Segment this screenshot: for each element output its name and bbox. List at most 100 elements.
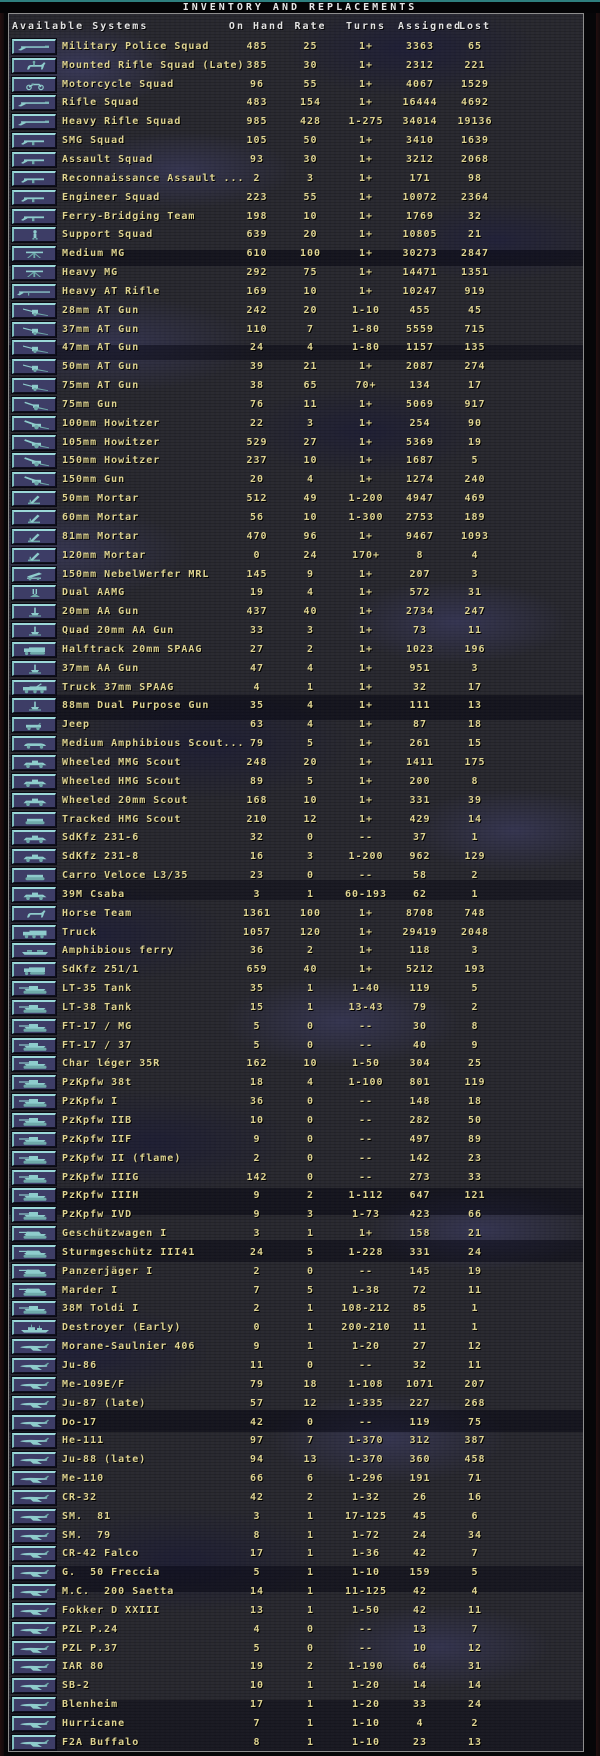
unit-icon-button[interactable]: [12, 1169, 56, 1185]
table-row[interactable]: SdKfz 231-6 32 0 -- 37 1: [9, 828, 583, 847]
unit-icon-button[interactable]: [12, 1226, 56, 1242]
table-row[interactable]: Destroyer (Early) 0 1 200-210 11 1: [9, 1318, 583, 1337]
table-row[interactable]: 50mm AT Gun 39 21 1+ 2087 274: [9, 357, 583, 376]
unit-icon-button[interactable]: [12, 38, 56, 54]
table-row[interactable]: G. 50 Freccia 5 1 1-10 159 5: [9, 1563, 583, 1582]
table-row[interactable]: Medium Amphibious Scout... 79 5 1+ 261 15: [9, 734, 583, 753]
unit-icon-button[interactable]: [12, 189, 56, 205]
unit-icon-button[interactable]: [12, 1113, 56, 1129]
unit-icon-button[interactable]: [12, 773, 56, 789]
unit-icon-button[interactable]: [12, 679, 56, 695]
table-row[interactable]: 75mm AT Gun 38 65 70+ 134 17: [9, 376, 583, 395]
unit-icon-button[interactable]: [12, 114, 56, 130]
unit-icon-button[interactable]: [12, 1433, 56, 1449]
table-row[interactable]: Fokker D XXIII 13 1 1-50 42 11: [9, 1601, 583, 1620]
table-row[interactable]: Rifle Squad 483 154 1+ 16444 4692: [9, 94, 583, 113]
table-row[interactable]: Heavy Rifle Squad 985 428 1-275 34014 19136: [9, 112, 583, 131]
unit-icon-button[interactable]: [12, 1489, 56, 1505]
unit-icon-button[interactable]: [12, 905, 56, 921]
table-row[interactable]: 60mm Mortar 56 10 1-300 2753 189: [9, 508, 583, 527]
table-row[interactable]: CR-42 Falco 17 1 1-36 42 7: [9, 1545, 583, 1564]
table-row[interactable]: Sturmgeschütz III41 24 5 1-228 331 24: [9, 1243, 583, 1262]
unit-icon-button[interactable]: [12, 302, 56, 318]
unit-icon-button[interactable]: [12, 208, 56, 224]
table-row[interactable]: Marder I 7 5 1-38 72 11: [9, 1281, 583, 1300]
unit-icon-button[interactable]: [12, 1056, 56, 1072]
unit-icon-button[interactable]: [12, 491, 56, 507]
unit-icon-button[interactable]: [12, 1621, 56, 1637]
table-row[interactable]: PzKpfw IIIG 142 0 -- 273 33: [9, 1168, 583, 1187]
unit-icon-button[interactable]: [12, 1584, 56, 1600]
table-row[interactable]: IAR 80 19 2 1-190 64 31: [9, 1658, 583, 1677]
table-row[interactable]: Carro Veloce L3/35 23 0 -- 58 2: [9, 866, 583, 885]
table-row[interactable]: Engineer Squad 223 55 1+ 10072 2364: [9, 188, 583, 207]
table-row[interactable]: 47mm AT Gun 24 4 1-80 1157 135: [9, 339, 583, 358]
table-row[interactable]: FT-17 / 37 5 0 -- 40 9: [9, 1036, 583, 1055]
unit-icon-button[interactable]: [12, 1150, 56, 1166]
table-row[interactable]: M.C. 200 Saetta 14 1 11-125 42 4: [9, 1582, 583, 1601]
table-row[interactable]: Panzerjäger I 2 0 -- 145 19: [9, 1262, 583, 1281]
table-row[interactable]: SB-2 10 1 1-20 14 14: [9, 1676, 583, 1695]
table-row[interactable]: 20mm AA Gun 437 40 1+ 2734 247: [9, 602, 583, 621]
table-row[interactable]: 37mm AT Gun 110 7 1-80 5559 715: [9, 320, 583, 339]
unit-icon-button[interactable]: [12, 604, 56, 620]
unit-icon-button[interactable]: [12, 1697, 56, 1713]
unit-icon-button[interactable]: [12, 321, 56, 337]
table-row[interactable]: Wheeled HMG Scout 89 5 1+ 200 8: [9, 772, 583, 791]
unit-icon-button[interactable]: [12, 1640, 56, 1656]
table-row[interactable]: LT-35 Tank 35 1 1-40 119 5: [9, 979, 583, 998]
unit-icon-button[interactable]: [12, 434, 56, 450]
table-row[interactable]: Do-17 42 0 -- 119 75: [9, 1413, 583, 1432]
unit-icon-button[interactable]: [12, 1320, 56, 1336]
table-row[interactable]: PzKpfw IIB 10 0 -- 282 50: [9, 1111, 583, 1130]
table-row[interactable]: Military Police Squad 485 25 1+ 3363 65: [9, 37, 583, 56]
table-row[interactable]: Assault Squad 93 30 1+ 3212 2068: [9, 150, 583, 169]
unit-icon-button[interactable]: [12, 340, 56, 356]
table-row[interactable]: Dual AAMG 19 4 1+ 572 31: [9, 583, 583, 602]
table-row[interactable]: PzKpfw 38t 18 4 1-100 801 119: [9, 1073, 583, 1092]
unit-icon-button[interactable]: [12, 660, 56, 676]
table-row[interactable]: Horse Team 1361 100 1+ 8708 748: [9, 904, 583, 923]
unit-icon-button[interactable]: [12, 265, 56, 281]
unit-icon-button[interactable]: [12, 1508, 56, 1524]
unit-icon-button[interactable]: [12, 999, 56, 1015]
unit-icon-button[interactable]: [12, 1282, 56, 1298]
table-row[interactable]: 38M Toldi I 2 1 108-212 85 1: [9, 1300, 583, 1319]
unit-icon-button[interactable]: [12, 981, 56, 997]
table-row[interactable]: SdKfz 251/1 659 40 1+ 5212 193: [9, 960, 583, 979]
unit-icon-button[interactable]: [12, 585, 56, 601]
table-row[interactable]: Wheeled 20mm Scout 168 10 1+ 331 39: [9, 791, 583, 810]
unit-icon-button[interactable]: [12, 472, 56, 488]
table-row[interactable]: Truck 37mm SPAAG 4 1 1+ 32 17: [9, 678, 583, 697]
unit-icon-button[interactable]: [12, 76, 56, 92]
table-row[interactable]: Quad 20mm AA Gun 33 3 1+ 73 11: [9, 621, 583, 640]
table-row[interactable]: 81mm Mortar 470 96 1+ 9467 1093: [9, 527, 583, 546]
unit-icon-button[interactable]: [12, 1376, 56, 1392]
table-row[interactable]: Ju-87 (late) 57 12 1-335 227 268: [9, 1394, 583, 1413]
table-row[interactable]: Heavy AT Rifle 169 10 1+ 10247 919: [9, 282, 583, 301]
unit-icon-button[interactable]: [12, 1734, 56, 1750]
unit-icon-button[interactable]: [12, 641, 56, 657]
table-row[interactable]: PzKpfw I 36 0 -- 148 18: [9, 1092, 583, 1111]
unit-icon-button[interactable]: [12, 95, 56, 111]
unit-icon-button[interactable]: [12, 453, 56, 469]
table-row[interactable]: Truck 1057 120 1+ 29419 2048: [9, 923, 583, 942]
table-row[interactable]: Char léger 35R 162 10 1-50 304 25: [9, 1055, 583, 1074]
unit-icon-button[interactable]: [12, 378, 56, 394]
unit-icon-button[interactable]: [12, 415, 56, 431]
unit-icon-button[interactable]: [12, 1471, 56, 1487]
table-row[interactable]: Ju-88 (late) 94 13 1-370 360 458: [9, 1450, 583, 1469]
unit-icon-button[interactable]: [12, 227, 56, 243]
table-row[interactable]: Wheeled MMG Scout 248 20 1+ 1411 175: [9, 753, 583, 772]
unit-icon-button[interactable]: [12, 736, 56, 752]
unit-icon-button[interactable]: [12, 1357, 56, 1373]
unit-icon-button[interactable]: [12, 528, 56, 544]
unit-icon-button[interactable]: [12, 1716, 56, 1732]
table-row[interactable]: Reconnaissance Assault ... 2 3 1+ 171 98: [9, 169, 583, 188]
table-row[interactable]: PzKpfw IIIH 9 2 1-112 647 121: [9, 1186, 583, 1205]
unit-icon-button[interactable]: [12, 359, 56, 375]
unit-icon-button[interactable]: [12, 698, 56, 714]
table-row[interactable]: Jeep 63 4 1+ 87 18: [9, 715, 583, 734]
table-row[interactable]: Blenheim 17 1 1-20 33 24: [9, 1695, 583, 1714]
table-row[interactable]: 88mm Dual Purpose Gun 35 4 1+ 111 13: [9, 697, 583, 716]
